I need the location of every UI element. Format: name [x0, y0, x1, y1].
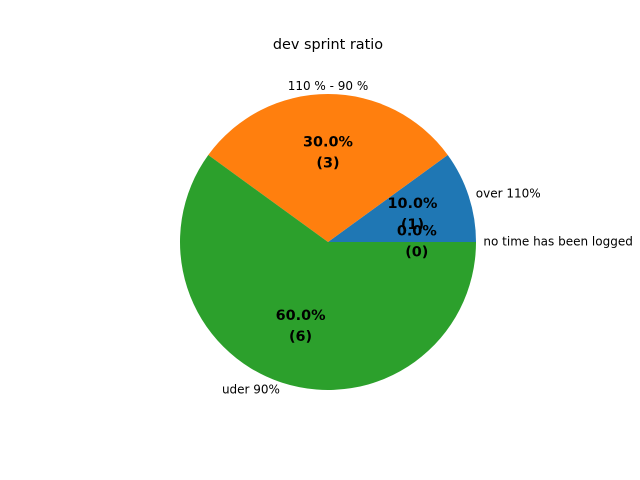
pie-slice-over-110 — [328, 155, 476, 242]
slice-label-110-90: 110 % - 90 % — [288, 79, 369, 93]
slice-percent-110-90: 30.0% — [303, 135, 353, 151]
slice-percent-over-110: 10.0% — [387, 196, 437, 212]
slice-label-no-time-has-been-logged: no time has been logged — [483, 235, 632, 249]
pie-slices — [180, 93, 476, 390]
slice-count-110-90: (3) — [316, 156, 339, 172]
slice-count-uder-90: (6) — [289, 329, 312, 345]
slice-count-over-110: (1) — [401, 217, 424, 233]
slice-label-uder-90: uder 90% — [222, 382, 280, 396]
pie-slice-110-90 — [208, 93, 448, 242]
slice-label-over-110: over 110% — [476, 186, 541, 200]
chart-title: dev sprint ratio — [273, 37, 383, 53]
pie-labels: no time has been logged 0.0% (0) over 110% 1… — [222, 79, 633, 396]
slice-percent-uder-90: 60.0% — [276, 308, 326, 324]
slice-percent-no-time-has-been-logged: 0.0% — [397, 224, 437, 240]
pie-slice-uder-90 — [180, 155, 476, 390]
slice-count-no-time-has-been-logged: (0) — [405, 245, 428, 261]
